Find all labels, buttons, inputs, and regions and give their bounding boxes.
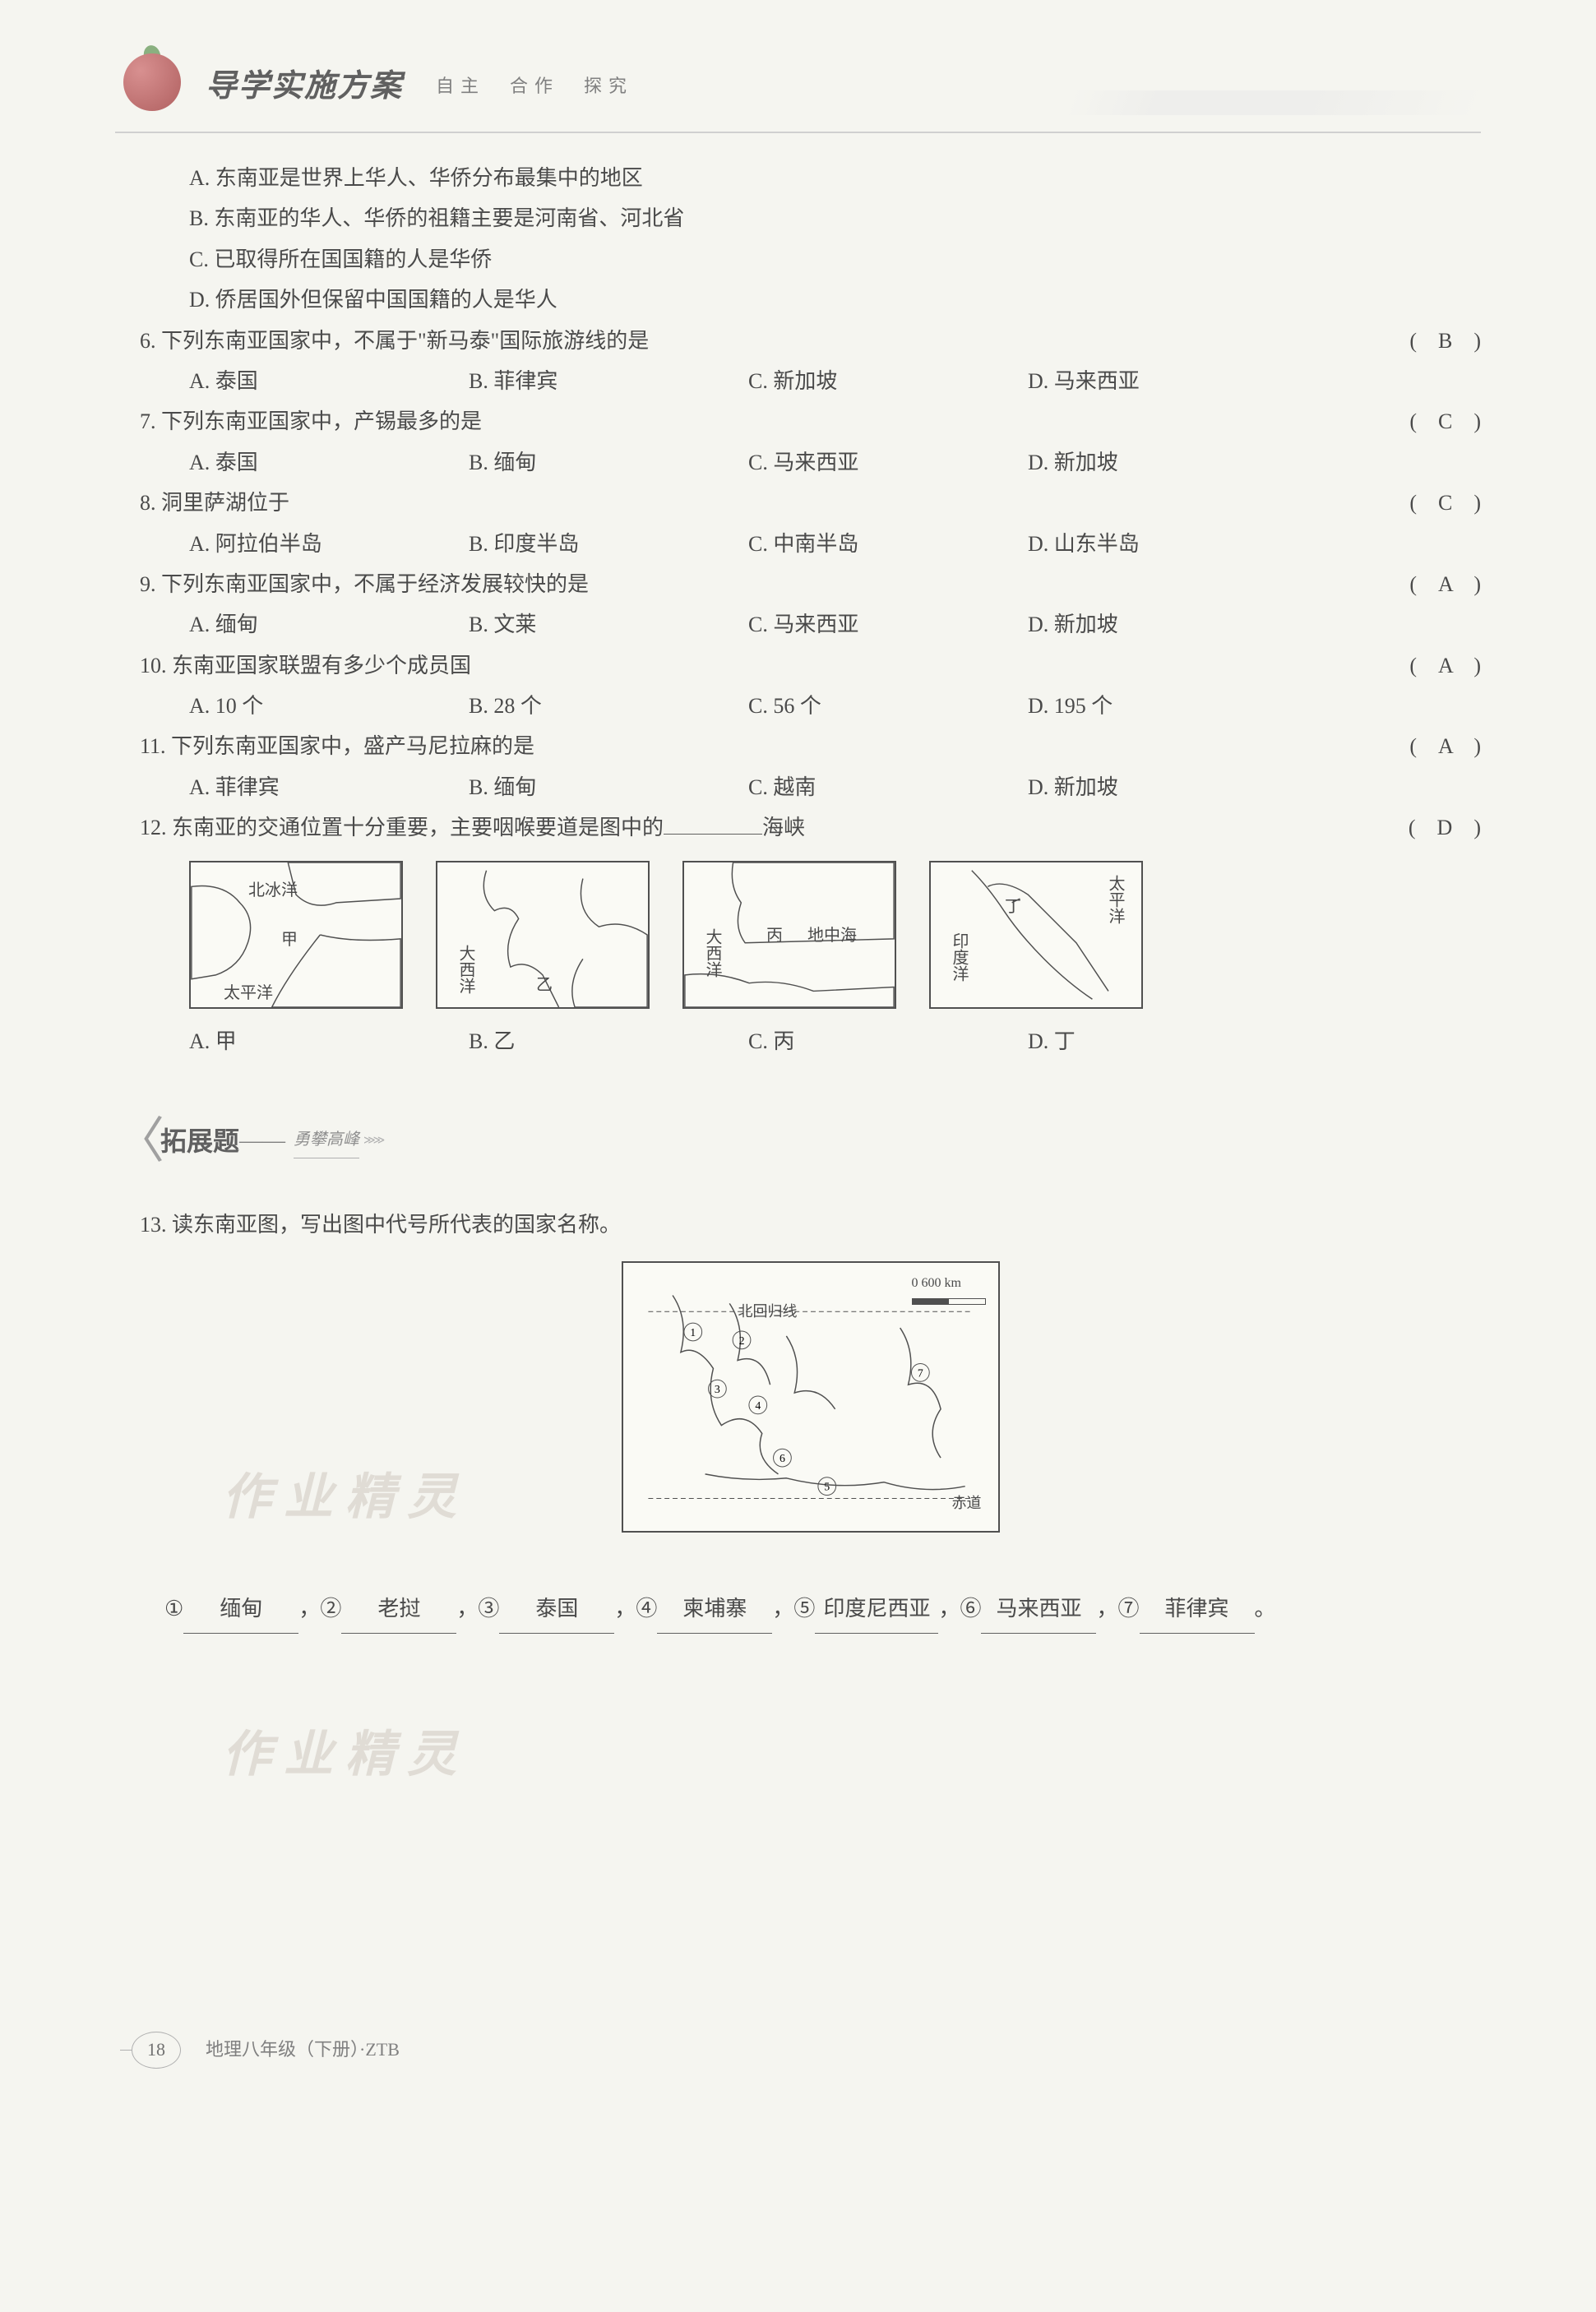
question-line: 8. 洞里萨湖位于 ( C ) (140, 483, 1481, 523)
option-a: A. 东南亚是世界上华人、华侨分布最集中的地区 (140, 158, 1481, 198)
option-row: A. 泰国B. 菲律宾C. 新加坡D. 马来西亚 (140, 361, 1481, 401)
option: A. 泰国 (189, 361, 469, 401)
q12-answer: ( D ) (1409, 807, 1481, 848)
q-answer: ( B ) (1409, 321, 1481, 361)
option: D. 马来西亚 (1028, 361, 1307, 401)
option: B. 28 个 (469, 686, 748, 726)
q-num: 6. (140, 329, 156, 353)
q13-answers: ①缅甸，②老挝，③泰国，④柬埔寨，⑤印度尼西亚，⑥马来西亚，⑦菲律宾。 (140, 1577, 1481, 1641)
option: C. 中南半岛 (748, 524, 1028, 564)
content-area: A. 东南亚是世界上华人、华侨分布最集中的地区 B. 东南亚的华人、华侨的祖籍主… (115, 158, 1481, 1801)
map-4: 丁 太平洋 印度洋 (929, 861, 1143, 1009)
q-num: 11. (140, 734, 166, 758)
option: A. 泰国 (189, 442, 469, 483)
footer-text: 地理八年级（下册）·ZTB (206, 2032, 400, 2067)
q-text: 下列东南亚国家中，产锡最多的是 (161, 409, 482, 433)
option: C. 马来西亚 (748, 604, 1028, 645)
question-line: 9. 下列东南亚国家中，不属于经济发展较快的是 ( A ) (140, 564, 1481, 604)
page-number: 18 (132, 2032, 181, 2069)
option-row: A. 10 个B. 28 个C. 56 个D. 195 个 (140, 686, 1481, 726)
option: D. 山东半岛 (1028, 524, 1307, 564)
option: B. 缅甸 (469, 767, 748, 807)
q-num: 9. (140, 572, 156, 596)
option: C. 越南 (748, 767, 1028, 807)
q13-num: 13. (140, 1213, 167, 1237)
option-d: D. 侨居国外但保留中国国籍的人是华人 (140, 280, 1481, 320)
q-text: 东南亚国家联盟有多少个成员国 (172, 654, 471, 677)
option: D. 新加坡 (1028, 604, 1307, 645)
option: D. 新加坡 (1028, 442, 1307, 483)
question-line: 6. 下列东南亚国家中，不属于"新马泰"国际旅游线的是 ( B ) (140, 321, 1481, 361)
q-num: 8. (140, 491, 156, 515)
map-2: 大西洋 乙 (436, 861, 650, 1009)
scale-bar: 0 600 km (912, 1271, 986, 1304)
svg-text:3: 3 (714, 1383, 719, 1395)
page-header: 导学实施方案 自主 合作 探究 (115, 49, 1481, 133)
q-text: 下列东南亚国家中，不属于经济发展较快的是 (161, 572, 589, 596)
option: D. 195 个 (1028, 686, 1307, 726)
option: A. 阿拉伯半岛 (189, 524, 469, 564)
option-b: B. 东南亚的华人、华侨的祖籍主要是河南省、河北省 (140, 198, 1481, 238)
question-12: 12. 东南亚的交通位置十分重要，主要咽喉要道是图中的 海峡 ( D ) (140, 807, 1481, 848)
question-line: 7. 下列东南亚国家中，产锡最多的是 ( C ) (140, 401, 1481, 442)
option: B. 印度半岛 (469, 524, 748, 564)
option: A. 10 个 (189, 686, 469, 726)
q12-blank (664, 834, 762, 835)
watermark-1: 作业精灵 (222, 1450, 1481, 1544)
q-num: 10. (140, 654, 167, 677)
maps-row: 北冰洋 甲 太平洋 大西洋 乙 大西洋 丙 地中海 丁 太平洋 印度洋 (140, 861, 1481, 1009)
page-footer: 18 地理八年级（下册）·ZTB (115, 2032, 1481, 2069)
question-line: 11. 下列东南亚国家中，盛产马尼拉麻的是 ( A ) (140, 726, 1481, 766)
option-row: A. 阿拉伯半岛B. 印度半岛C. 中南半岛D. 山东半岛 (140, 524, 1481, 564)
option-row: A. 泰国B. 缅甸C. 马来西亚D. 新加坡 (140, 442, 1481, 483)
option: B. 菲律宾 (469, 361, 748, 401)
header-subtitle: 自主 合作 探究 (436, 69, 633, 104)
q12-num: 12. (140, 816, 167, 839)
option: C. 马来西亚 (748, 442, 1028, 483)
section-subtitle: 勇攀高峰 (294, 1124, 359, 1158)
option-c: C. 已取得所在国国籍的人是华侨 (140, 239, 1481, 280)
section-title: 拓展题 (160, 1117, 239, 1167)
q-text: 洞里萨湖位于 (161, 491, 289, 515)
q-text: 下列东南亚国家中，不属于"新马泰"国际旅游线的是 (161, 329, 649, 353)
q12-text-after: 海峡 (762, 816, 805, 839)
q-answer: ( A ) (1409, 645, 1481, 686)
mascot-icon (115, 49, 189, 123)
q-answer: ( A ) (1409, 564, 1481, 604)
q12-text-before: 东南亚的交通位置十分重要，主要咽喉要道是图中的 (172, 816, 664, 839)
option-row: A. 菲律宾B. 缅甸C. 越南D. 新加坡 (140, 767, 1481, 807)
watermark-2: 作业精灵 (222, 1708, 1481, 1801)
option: C. 新加坡 (748, 361, 1028, 401)
svg-text:7: 7 (917, 1367, 923, 1380)
svg-text:1: 1 (690, 1326, 696, 1339)
map-3: 大西洋 丙 地中海 (682, 861, 896, 1009)
header-title: 导学实施方案 (206, 57, 403, 116)
svg-text:2: 2 (738, 1334, 744, 1347)
q13-text: 读东南亚图，写出图中代号所代表的国家名称。 (172, 1213, 621, 1237)
option: C. 56 个 (748, 686, 1028, 726)
option: B. 文莱 (469, 604, 748, 645)
q-text: 下列东南亚国家中，盛产马尼拉麻的是 (171, 734, 534, 758)
option-row: A. 缅甸B. 文莱C. 马来西亚D. 新加坡 (140, 604, 1481, 645)
q-answer: ( C ) (1409, 401, 1481, 442)
svg-text:4: 4 (755, 1399, 761, 1412)
question-13: 13. 读东南亚图，写出图中代号所代表的国家名称。 (140, 1205, 1481, 1245)
q-answer: ( C ) (1409, 483, 1481, 523)
section-header: 〈 拓展题 —— 勇攀高峰 ≫≫ (115, 1094, 1481, 1188)
option: D. 新加坡 (1028, 767, 1307, 807)
q12-options: A. 甲 B. 乙 C. 丙 D. 丁 (140, 1021, 1481, 1061)
question-line: 10. 东南亚国家联盟有多少个成员国 ( A ) (140, 645, 1481, 686)
option: B. 缅甸 (469, 442, 748, 483)
option: A. 缅甸 (189, 604, 469, 645)
q-num: 7. (140, 409, 156, 433)
option: A. 菲律宾 (189, 767, 469, 807)
q-answer: ( A ) (1409, 726, 1481, 766)
map-1: 北冰洋 甲 太平洋 (189, 861, 403, 1009)
